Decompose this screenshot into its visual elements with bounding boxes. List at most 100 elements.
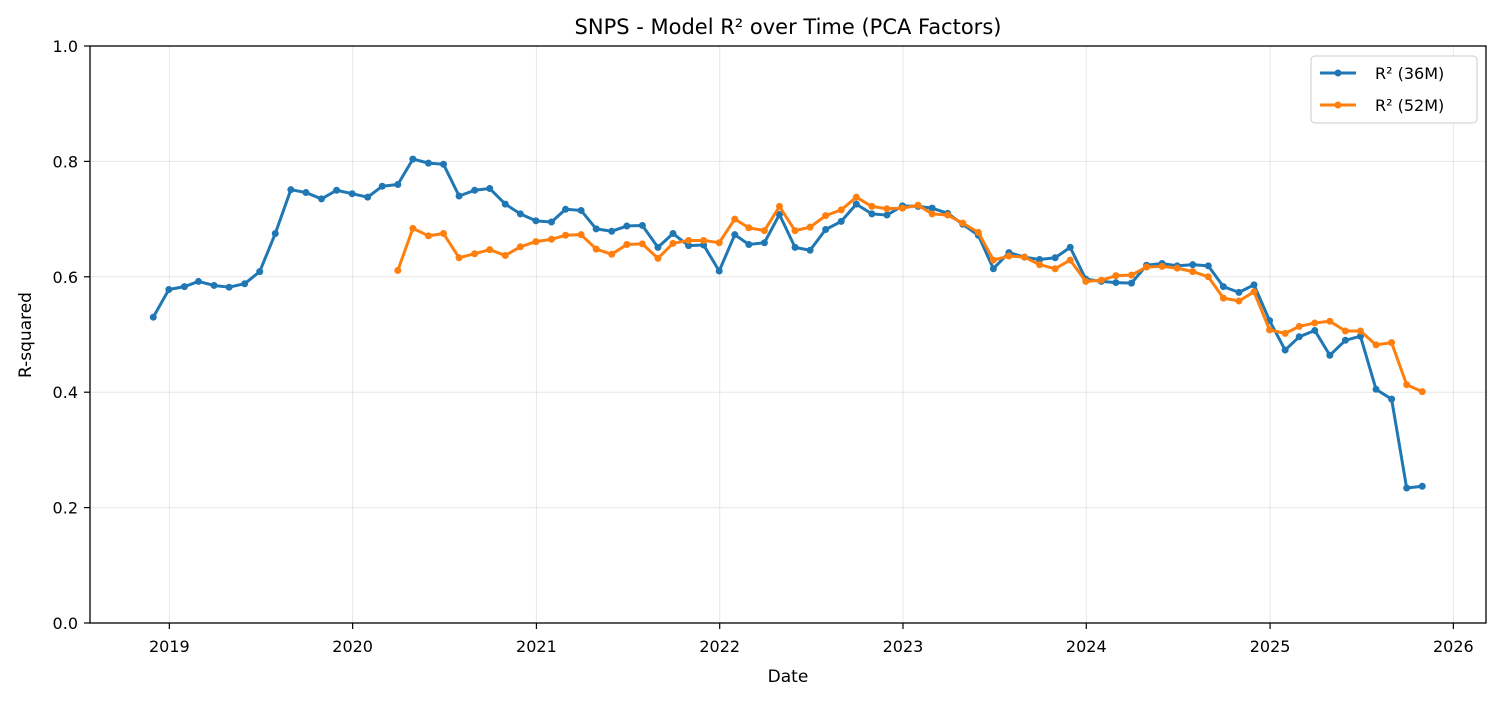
- data-point: [806, 246, 814, 254]
- data-point: [1326, 317, 1334, 325]
- data-point: [471, 250, 479, 258]
- data-point: [989, 265, 997, 273]
- data-point: [165, 285, 173, 293]
- data-point: [1204, 273, 1212, 281]
- data-point: [486, 185, 494, 193]
- data-point: [241, 280, 249, 288]
- legend-marker-2: [1334, 101, 1342, 109]
- x-axis-label: Date: [768, 667, 809, 687]
- data-point: [394, 180, 402, 188]
- data-point: [1173, 264, 1181, 272]
- data-point: [715, 239, 723, 247]
- data-point: [1021, 253, 1029, 261]
- data-point: [1326, 351, 1334, 359]
- data-point: [654, 243, 662, 251]
- data-point: [1356, 327, 1364, 335]
- data-point: [852, 193, 860, 201]
- data-point: [944, 211, 952, 219]
- data-point: [1403, 484, 1411, 492]
- data-point: [501, 251, 509, 259]
- data-point: [608, 250, 616, 258]
- data-point: [256, 268, 264, 276]
- data-point: [669, 239, 677, 247]
- data-point: [1082, 277, 1090, 285]
- data-point: [760, 239, 768, 247]
- data-point: [1341, 336, 1349, 344]
- y-tick-label: 1.0: [53, 37, 78, 56]
- data-point: [516, 210, 524, 218]
- data-point: [989, 256, 997, 264]
- data-point: [180, 283, 188, 291]
- data-point: [1295, 333, 1303, 341]
- data-point: [883, 205, 891, 213]
- data-point: [1036, 261, 1044, 269]
- data-point: [685, 236, 693, 244]
- data-point: [731, 231, 739, 239]
- data-point: [547, 218, 555, 226]
- data-point: [1418, 388, 1426, 396]
- x-tick-label: 2025: [1250, 637, 1291, 656]
- x-tick-label: 2020: [332, 637, 373, 656]
- data-point: [1051, 265, 1059, 273]
- data-point: [547, 235, 555, 243]
- data-point: [1388, 395, 1396, 403]
- data-point: [364, 193, 372, 201]
- data-point: [868, 202, 876, 210]
- data-point: [868, 210, 876, 218]
- data-point: [638, 221, 646, 229]
- data-point: [852, 200, 860, 208]
- data-point: [333, 186, 341, 194]
- data-point: [562, 205, 570, 213]
- series-2: [394, 193, 1426, 396]
- data-point: [685, 242, 693, 250]
- y-tick-label: 0.2: [53, 499, 78, 518]
- data-point: [745, 240, 753, 248]
- data-point: [409, 224, 417, 232]
- data-point: [608, 227, 616, 235]
- data-point: [210, 281, 218, 289]
- data-point: [1097, 276, 1105, 284]
- data-point: [317, 195, 325, 203]
- data-point: [225, 283, 233, 291]
- data-point: [149, 313, 157, 321]
- data-point: [928, 210, 936, 218]
- data-point: [822, 225, 830, 233]
- data-point: [1311, 319, 1319, 327]
- x-tick-label: 2026: [1433, 637, 1474, 656]
- data-point: [1403, 381, 1411, 389]
- data-point: [974, 228, 982, 236]
- data-point: [562, 231, 570, 239]
- y-tick-label: 0.0: [53, 614, 78, 633]
- legend-label-2: R² (52M): [1375, 96, 1444, 115]
- chart-title: SNPS - Model R² over Time (PCA Factors): [575, 15, 1002, 39]
- data-point: [898, 204, 906, 212]
- data-point: [1189, 261, 1197, 269]
- data-point: [1235, 297, 1243, 305]
- data-point: [1295, 322, 1303, 330]
- data-point: [378, 182, 386, 190]
- data-point: [409, 155, 417, 163]
- data-point: [1127, 271, 1135, 279]
- data-point: [1219, 294, 1227, 302]
- data-point: [959, 219, 967, 227]
- data-point: [194, 277, 202, 285]
- data-point: [348, 190, 356, 198]
- x-tick-label: 2024: [1066, 637, 1107, 656]
- data-point: [623, 222, 631, 230]
- y-tick-label: 0.6: [53, 268, 78, 287]
- data-point: [592, 245, 600, 253]
- data-point: [471, 186, 479, 194]
- data-point: [715, 267, 723, 275]
- data-point: [302, 189, 310, 197]
- data-point: [1388, 339, 1396, 347]
- data-point: [1143, 263, 1151, 271]
- data-point: [1250, 288, 1258, 296]
- data-point: [486, 246, 494, 254]
- data-point: [1372, 341, 1380, 349]
- data-point: [700, 236, 708, 244]
- data-point: [775, 202, 783, 210]
- data-point: [1112, 272, 1120, 280]
- y-tick-label: 0.8: [53, 152, 78, 171]
- data-point: [1250, 281, 1258, 289]
